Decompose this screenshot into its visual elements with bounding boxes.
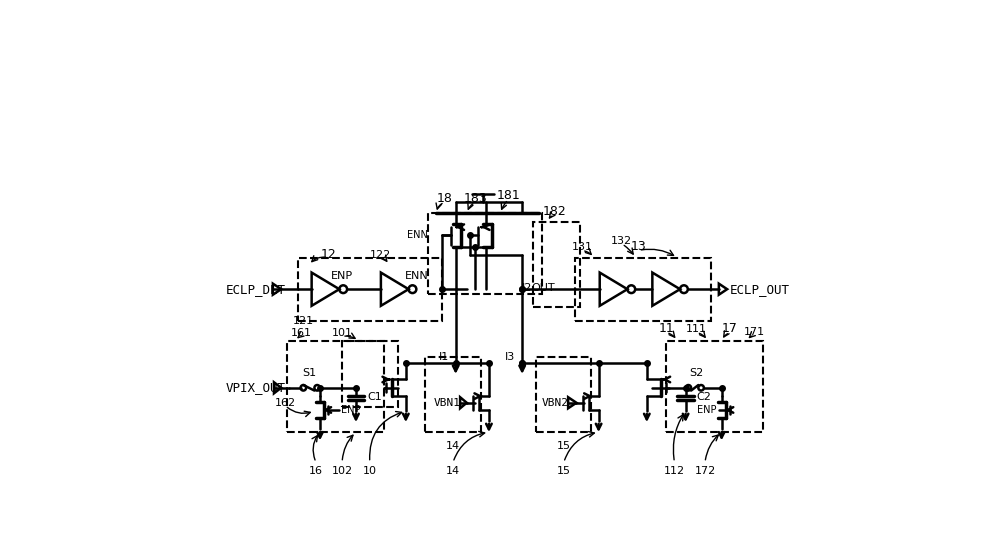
Text: I3: I3 (505, 352, 516, 362)
Text: C2: C2 (697, 392, 712, 402)
Text: ECLP_DET: ECLP_DET (226, 283, 286, 296)
Text: 18: 18 (437, 192, 453, 205)
Text: 101: 101 (332, 329, 353, 338)
Bar (428, 213, 542, 294)
Text: 17: 17 (722, 322, 738, 335)
Text: 11: 11 (658, 322, 674, 335)
Bar (666, 341, 763, 432)
Text: VPIX_OUT: VPIX_OUT (226, 381, 286, 394)
Text: 16: 16 (309, 466, 323, 476)
Bar (536, 357, 591, 432)
Text: 183: 183 (463, 192, 487, 205)
Text: ENP: ENP (331, 271, 353, 281)
Bar (342, 341, 398, 407)
Text: VBN1: VBN1 (434, 398, 461, 408)
Text: 12: 12 (320, 248, 336, 260)
Text: 13: 13 (631, 240, 646, 253)
Bar (575, 258, 711, 321)
Text: VBN2: VBN2 (542, 398, 569, 408)
Text: 131: 131 (571, 243, 592, 253)
Text: ENN: ENN (407, 230, 428, 240)
Text: 14: 14 (446, 441, 460, 451)
Text: 162: 162 (274, 398, 296, 408)
Text: S2: S2 (690, 368, 704, 378)
Text: 132: 132 (611, 236, 632, 246)
Text: 161: 161 (291, 329, 312, 338)
Text: S1: S1 (302, 368, 316, 378)
Text: 102: 102 (332, 466, 353, 476)
Text: OUT: OUT (532, 283, 555, 293)
Bar (298, 258, 442, 321)
Text: ENP: ENP (697, 405, 716, 415)
Text: ENP: ENP (341, 405, 361, 415)
Text: C1: C1 (367, 392, 382, 402)
Bar (425, 357, 481, 432)
Text: 171: 171 (744, 327, 765, 337)
Text: I1: I1 (439, 352, 449, 362)
Text: 122: 122 (370, 250, 392, 260)
Text: ENN: ENN (405, 271, 429, 281)
Bar (533, 222, 580, 307)
Text: 112: 112 (664, 466, 685, 476)
Text: 15: 15 (557, 466, 571, 476)
Text: 10: 10 (363, 466, 377, 476)
Bar (287, 341, 384, 432)
Text: 172: 172 (694, 466, 716, 476)
Text: 14: 14 (446, 466, 460, 476)
Text: 121: 121 (293, 316, 314, 326)
Text: ECLP_OUT: ECLP_OUT (730, 283, 790, 296)
Text: I2: I2 (522, 283, 533, 293)
Text: 15: 15 (557, 441, 571, 451)
Text: 111: 111 (686, 325, 707, 335)
Text: 182: 182 (542, 205, 566, 218)
Text: 181: 181 (496, 189, 520, 202)
